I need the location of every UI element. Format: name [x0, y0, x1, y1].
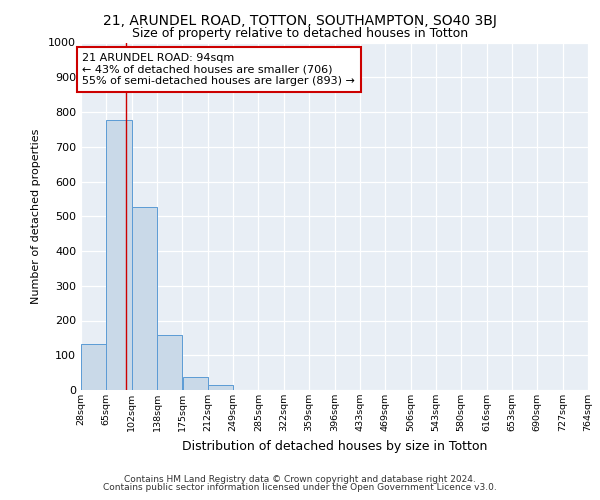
Bar: [208, 385, 233, 390]
Bar: [182, 377, 208, 390]
Text: 21, ARUNDEL ROAD, TOTTON, SOUTHAMPTON, SO40 3BJ: 21, ARUNDEL ROAD, TOTTON, SOUTHAMPTON, S…: [103, 14, 497, 28]
X-axis label: Distribution of detached houses by size in Totton: Distribution of detached houses by size …: [182, 440, 487, 452]
Bar: [81, 344, 106, 390]
Bar: [106, 120, 131, 390]
Y-axis label: Number of detached properties: Number of detached properties: [31, 128, 41, 304]
Text: Size of property relative to detached houses in Totton: Size of property relative to detached ho…: [132, 27, 468, 40]
Bar: [157, 336, 182, 390]
Text: 21 ARUNDEL ROAD: 94sqm
← 43% of detached houses are smaller (706)
55% of semi-de: 21 ARUNDEL ROAD: 94sqm ← 43% of detached…: [82, 53, 355, 86]
Bar: [132, 207, 157, 390]
Text: Contains HM Land Registry data © Crown copyright and database right 2024.: Contains HM Land Registry data © Crown c…: [124, 475, 476, 484]
Text: Contains public sector information licensed under the Open Government Licence v3: Contains public sector information licen…: [103, 483, 497, 492]
